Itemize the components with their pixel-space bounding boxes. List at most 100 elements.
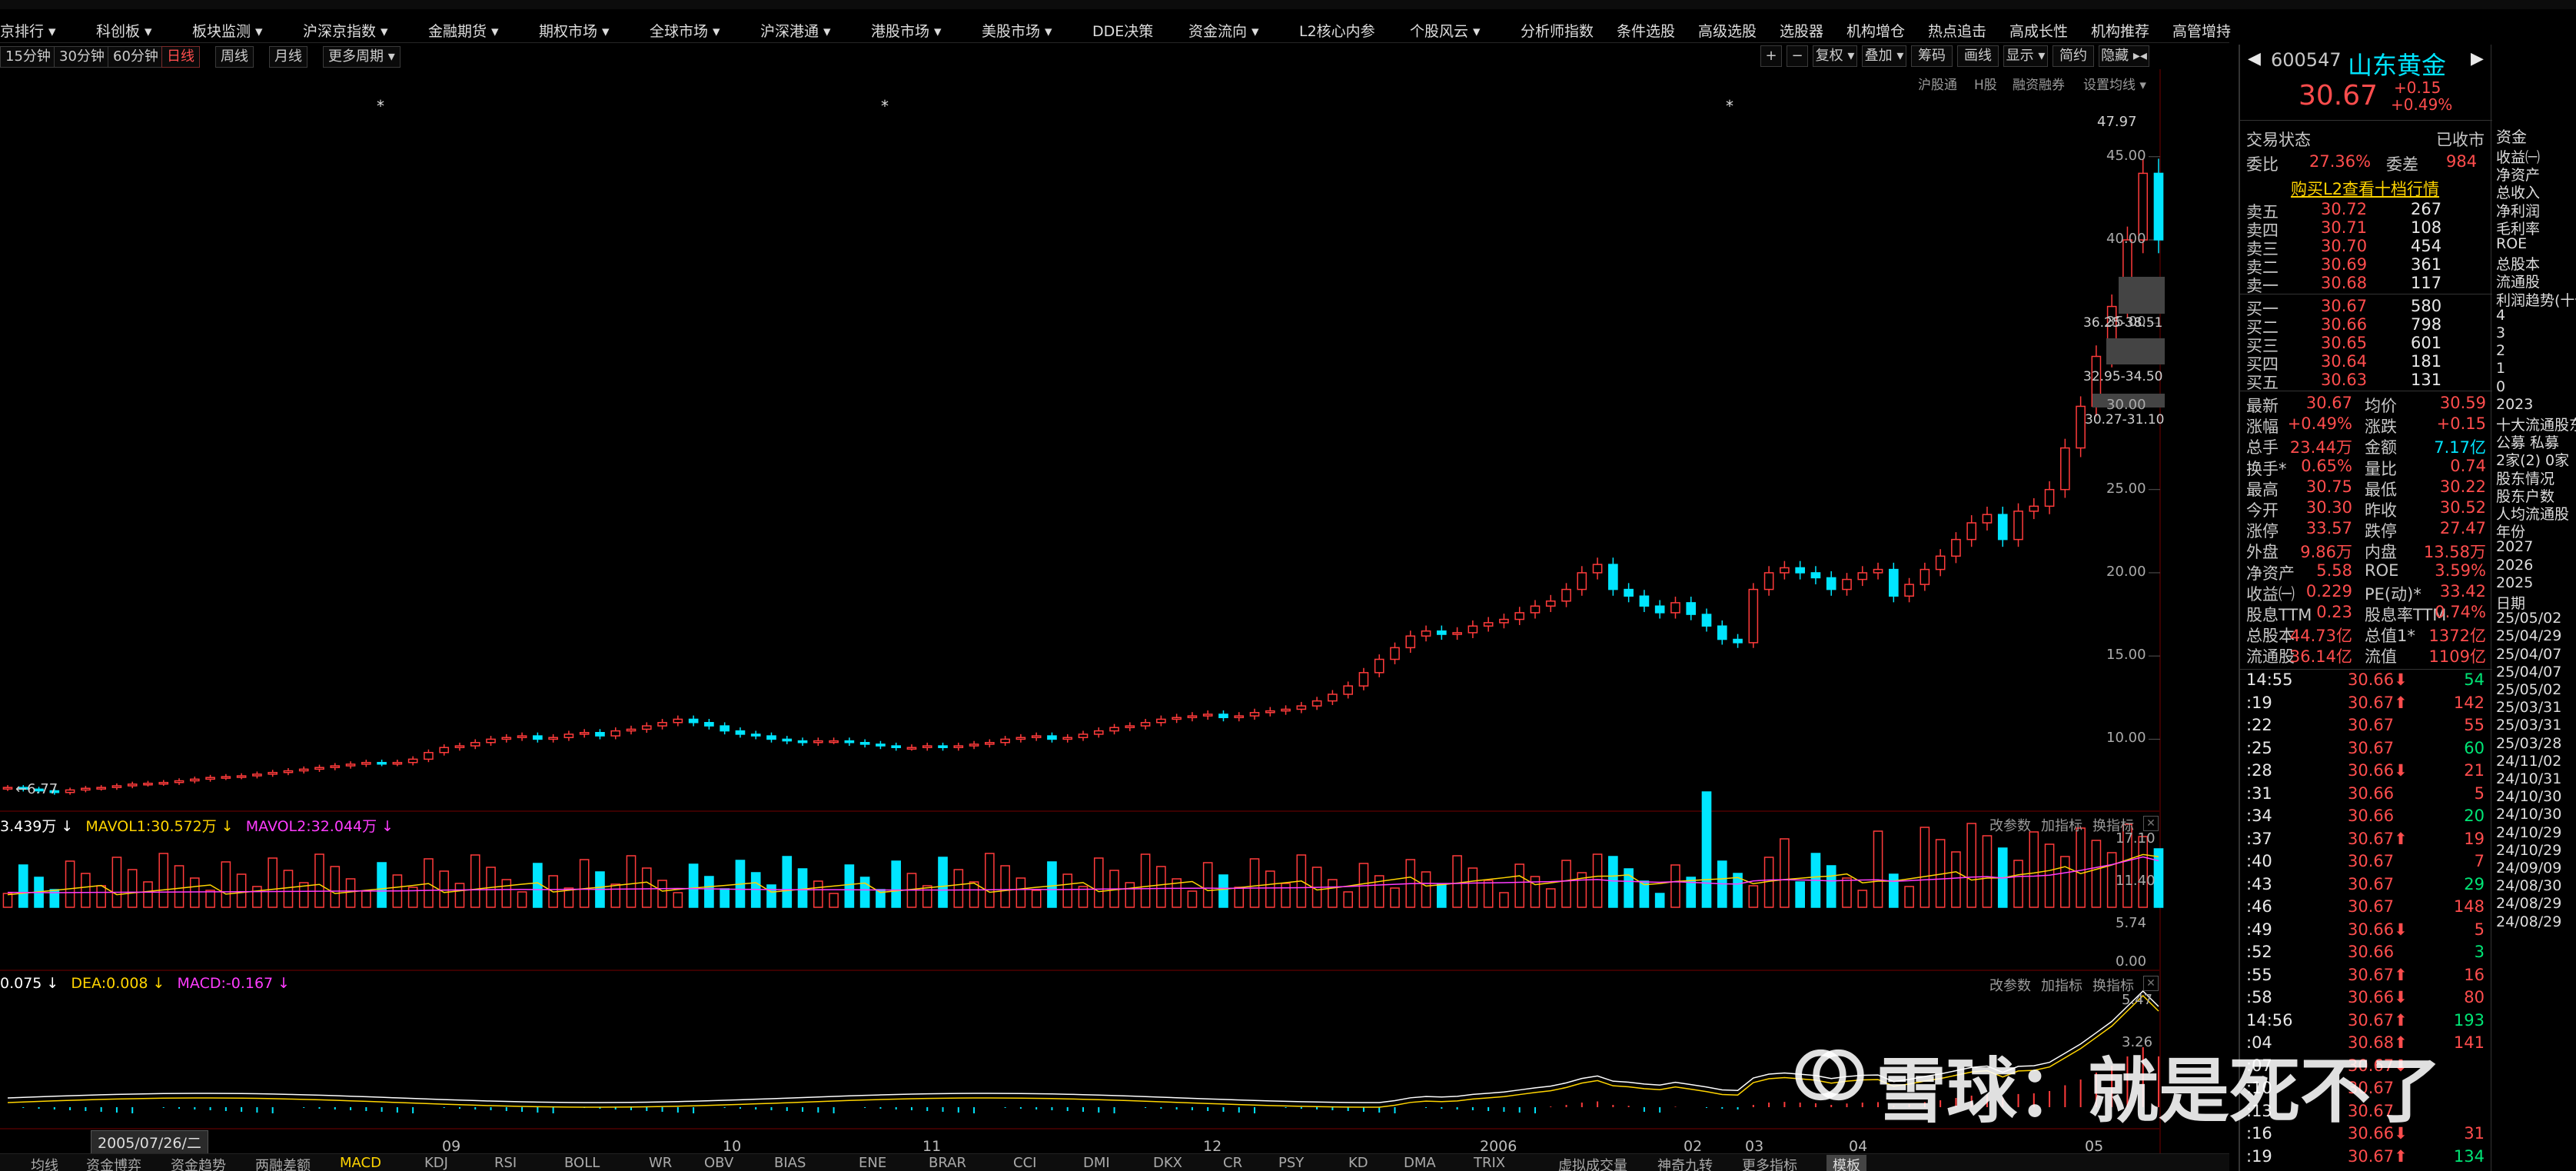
indicator-tab[interactable]: WR bbox=[649, 1155, 673, 1171]
menu-item[interactable]: 分析师指数 bbox=[1521, 23, 1594, 40]
toolbar-button[interactable]: − bbox=[1787, 45, 1808, 67]
toolbar-button[interactable]: 隐藏 ▸◂ bbox=[2099, 45, 2149, 67]
menu-item[interactable]: 金融期货 ▾ bbox=[428, 23, 499, 40]
quote-value: +0.15 bbox=[2436, 414, 2486, 434]
indicator-tab[interactable]: BOLL bbox=[564, 1155, 600, 1171]
menu-item[interactable]: 机构推荐 bbox=[2091, 23, 2150, 40]
tick-volume: 16 bbox=[2464, 965, 2485, 984]
dif-value: 0.075 ↓ bbox=[0, 975, 59, 992]
menu-item[interactable]: 条件选股 bbox=[1617, 23, 1676, 40]
toolbar-button[interactable]: 简约 bbox=[2052, 45, 2094, 67]
volume-tick-label: 5.74 bbox=[2116, 915, 2147, 931]
menu-item[interactable]: 选股器 bbox=[1780, 23, 1824, 40]
finance-row: 4 bbox=[2496, 306, 2506, 324]
period-tab[interactable]: 60分钟 bbox=[108, 46, 164, 68]
tick-volume: 5 bbox=[2474, 783, 2485, 803]
menu-item[interactable]: 机构增仓 bbox=[1846, 23, 1906, 40]
indicator-tab[interactable]: 资金趋势 bbox=[171, 1158, 226, 1171]
menu-item[interactable]: 美股市场 ▾ bbox=[982, 23, 1052, 40]
menu-item[interactable]: 高级选股 bbox=[1698, 23, 1757, 40]
indicator-tab[interactable]: DKX bbox=[1153, 1155, 1182, 1171]
menu-item[interactable]: 沪深港通 ▾ bbox=[760, 23, 831, 40]
period-tab[interactable]: 月线 bbox=[269, 46, 307, 68]
indicator-tab[interactable]: 模板 bbox=[1826, 1155, 1866, 1171]
menu-item[interactable]: 个股风云 ▾ bbox=[1410, 23, 1481, 40]
period-tab[interactable]: 更多周期 ▾ bbox=[323, 46, 401, 68]
menu-item[interactable]: 沪深京指数 ▾ bbox=[303, 23, 388, 40]
menu-item[interactable]: L2核心内参 bbox=[1299, 23, 1375, 40]
l2-link[interactable]: 购买L2查看十档行情 bbox=[2291, 180, 2440, 198]
finance-row: 利润趋势(十亿) bbox=[2496, 291, 2576, 309]
close-icon[interactable]: ✕ bbox=[2143, 976, 2159, 991]
indicator-tab[interactable]: 资金博弈 bbox=[86, 1158, 141, 1171]
toolbar-button[interactable]: 复权 ▾ bbox=[1813, 45, 1857, 67]
toolbar-button[interactable]: + bbox=[1760, 45, 1782, 67]
sub-link[interactable]: 沪股通 bbox=[1918, 78, 1957, 93]
finance-row: 25/04/07 bbox=[2496, 645, 2562, 663]
toolbar-button[interactable]: 显示 ▾ bbox=[2003, 45, 2048, 67]
indicator-tab[interactable]: 虚拟成交量 bbox=[1558, 1158, 1627, 1171]
sell-volume: 454 bbox=[2411, 237, 2442, 255]
kline-chart[interactable]: * * * bbox=[0, 0, 2239, 1153]
menu-item[interactable]: 港股市场 ▾ bbox=[871, 23, 942, 40]
period-tab[interactable]: 30分钟 bbox=[54, 46, 110, 68]
separator bbox=[2240, 669, 2492, 670]
indicator-tab[interactable]: KD bbox=[1348, 1155, 1368, 1171]
toolbar-button[interactable]: 筹码 bbox=[1911, 45, 1953, 67]
panel-link[interactable]: 加指标 bbox=[2041, 978, 2082, 994]
panel-link[interactable]: 换指标 bbox=[2092, 978, 2134, 994]
indicator-tab[interactable]: 均线 bbox=[31, 1158, 58, 1171]
chip-range-1: 36.25-38.51 bbox=[2083, 315, 2163, 331]
menu-item[interactable]: 高成长性 bbox=[2009, 23, 2069, 40]
sub-link[interactable]: 设置均线 ▾ bbox=[2083, 78, 2146, 93]
indicator-tab[interactable]: MACD bbox=[340, 1155, 381, 1171]
tick-price: 30.67⬆ bbox=[2348, 965, 2408, 984]
indicator-tab[interactable]: KDJ bbox=[424, 1155, 448, 1171]
candle bbox=[221, 776, 231, 779]
finance-row: 股东情况 bbox=[2496, 470, 2555, 487]
indicator-tab[interactable]: DMA bbox=[1404, 1155, 1436, 1171]
volume-bar bbox=[1561, 860, 1571, 908]
panel-link[interactable]: 改参数 bbox=[1989, 978, 2031, 994]
toolbar-button[interactable]: 叠加 ▾ bbox=[1862, 45, 1906, 67]
menu-item[interactable]: 全球市场 ▾ bbox=[650, 23, 720, 40]
menu-item[interactable]: 板块监测 ▾ bbox=[192, 23, 263, 40]
period-tab[interactable]: 日线 bbox=[161, 46, 200, 68]
candle bbox=[517, 735, 527, 738]
indicator-tab[interactable]: 更多指标 bbox=[1742, 1158, 1797, 1171]
menu-item[interactable]: 期权市场 ▾ bbox=[539, 23, 610, 40]
indicator-tab[interactable]: TRIX bbox=[1474, 1155, 1506, 1171]
prev-stock-icon[interactable]: ◀ bbox=[2248, 49, 2261, 68]
indicator-tab[interactable]: 两融差额 bbox=[255, 1158, 311, 1171]
indicator-tab[interactable]: BIAS bbox=[774, 1155, 806, 1171]
indicator-tab[interactable]: BRAR bbox=[929, 1155, 966, 1171]
panel-link[interactable]: 加指标 bbox=[2041, 818, 2082, 834]
menu-item[interactable]: 京排行 ▾ bbox=[0, 23, 56, 40]
quote-value: 0.23 bbox=[2316, 603, 2352, 621]
toolbar-button[interactable]: 画线 bbox=[1957, 45, 1999, 67]
tab-fund[interactable]: 资金 bbox=[2496, 128, 2527, 146]
indicator-tab[interactable]: OBV bbox=[704, 1155, 734, 1171]
indicator-tab[interactable]: CR bbox=[1223, 1155, 1243, 1171]
quote-label: 跌停 bbox=[2365, 522, 2397, 541]
next-stock-icon[interactable]: ▶ bbox=[2471, 49, 2484, 68]
macd-value: MACD:-0.167 ↓ bbox=[177, 975, 291, 992]
indicator-tab[interactable]: DMI bbox=[1083, 1155, 1110, 1171]
indicator-tab[interactable]: RSI bbox=[494, 1155, 517, 1171]
menu-item[interactable]: 热点追击 bbox=[1928, 23, 1987, 40]
menu-item[interactable]: 资金流向 ▾ bbox=[1188, 23, 1259, 40]
panel-link[interactable]: 换指标 bbox=[2092, 818, 2134, 834]
sub-link[interactable]: 融资融券 bbox=[2013, 78, 2065, 93]
period-tab[interactable]: 周线 bbox=[215, 46, 254, 68]
menu-item[interactable]: DDE决策 bbox=[1092, 23, 1154, 40]
menu-item[interactable]: 科创板 ▾ bbox=[96, 23, 152, 40]
close-icon[interactable]: ✕ bbox=[2143, 816, 2159, 831]
indicator-tab[interactable]: CCI bbox=[1013, 1155, 1037, 1171]
panel-link[interactable]: 改参数 bbox=[1989, 818, 2031, 834]
indicator-tab[interactable]: PSY bbox=[1278, 1155, 1305, 1171]
quote-value: 30.30 bbox=[2305, 498, 2352, 517]
indicator-tab[interactable]: 神奇九转 bbox=[1657, 1158, 1713, 1171]
menu-item[interactable]: 高管增持 bbox=[2172, 23, 2232, 40]
indicator-tab[interactable]: ENE bbox=[859, 1155, 887, 1171]
sub-link[interactable]: H股 bbox=[1974, 78, 1997, 93]
